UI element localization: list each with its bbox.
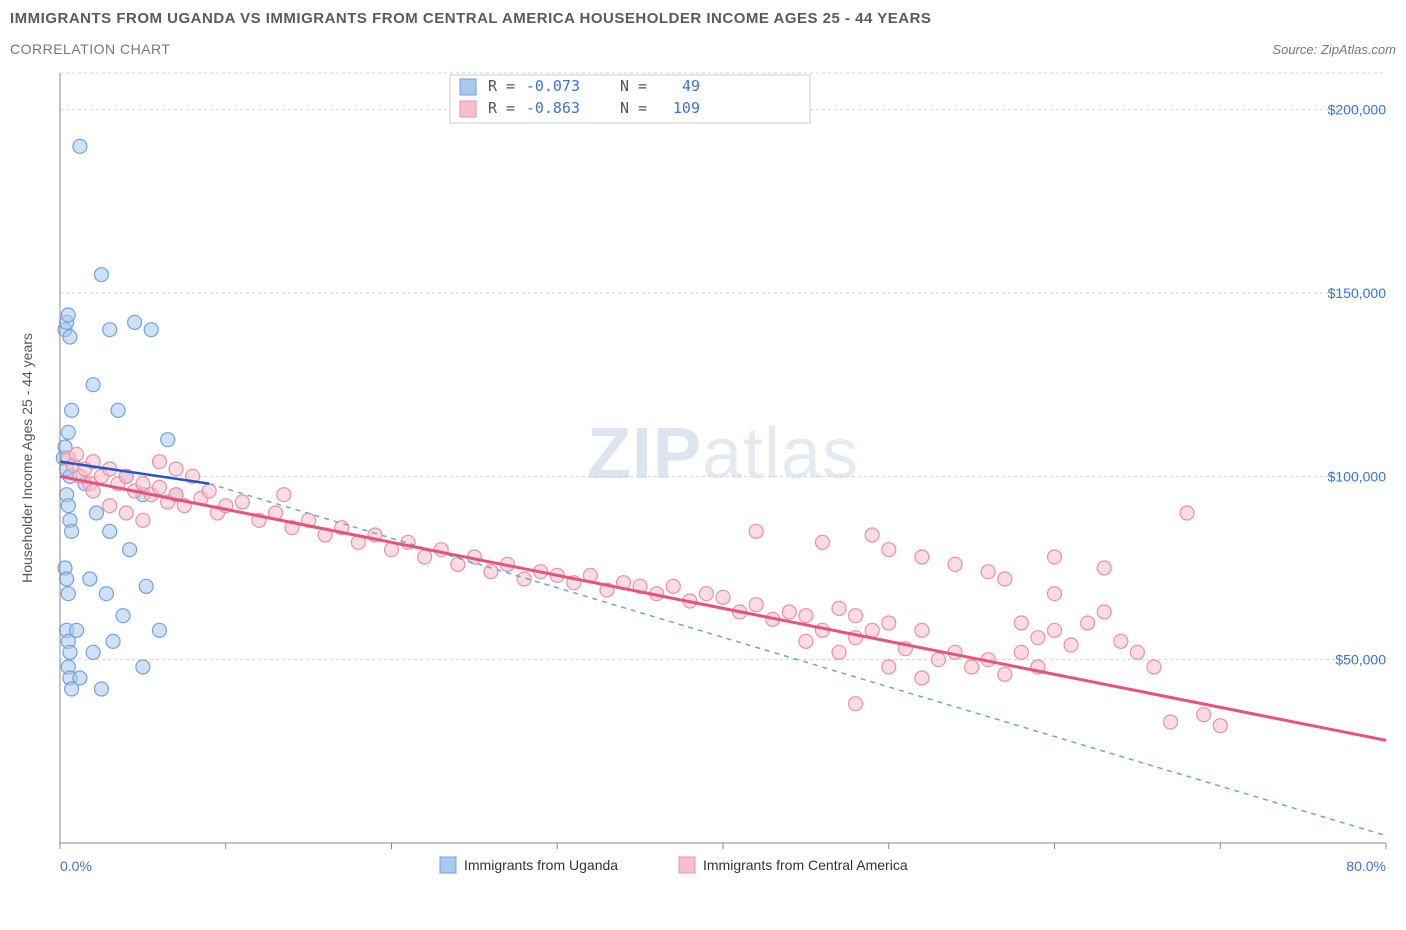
correlation-chart: $50,000 $100,000 $150,000 $200,000 ZIPatlas 0… (10, 63, 1396, 903)
svg-text:R =: R = (488, 99, 515, 117)
svg-text:49: 49 (682, 77, 700, 95)
chart-svg: $50,000 $100,000 $150,000 $200,000 ZIPatlas 0… (10, 63, 1396, 903)
subtitle-row: CORRELATION CHART Source: ZipAtlas.com (10, 41, 1396, 57)
chart-header: IMMIGRANTS FROM UGANDA VS IMMIGRANTS FRO… (10, 10, 1396, 57)
svg-text:Householder Income Ages 25 - 4: Householder Income Ages 25 - 44 years (19, 333, 35, 583)
chart-title: IMMIGRANTS FROM UGANDA VS IMMIGRANTS FRO… (10, 10, 1396, 27)
svg-text:N =: N = (620, 99, 647, 117)
svg-text:N =: N = (620, 77, 647, 95)
svg-text:$200,000: $200,000 (1328, 102, 1387, 118)
source-name: ZipAtlas.com (1321, 42, 1396, 57)
source-attribution: Source: ZipAtlas.com (1272, 42, 1396, 57)
svg-text:-0.073: -0.073 (526, 77, 580, 95)
svg-text:$50,000: $50,000 (1335, 652, 1386, 668)
svg-text:109: 109 (673, 99, 700, 117)
svg-text:R =: R = (488, 77, 515, 95)
svg-text:80.0%: 80.0% (1346, 858, 1386, 874)
svg-text:$100,000: $100,000 (1328, 468, 1387, 484)
svg-text:$150,000: $150,000 (1328, 285, 1387, 301)
svg-text:0.0%: 0.0% (60, 858, 92, 874)
svg-text:ZIPatlas: ZIPatlas (587, 414, 859, 494)
svg-text:Immigrants from Central Americ: Immigrants from Central America (703, 857, 908, 873)
chart-subtitle: CORRELATION CHART (10, 41, 170, 57)
svg-text:-0.863: -0.863 (526, 99, 580, 117)
svg-text:Immigrants from Uganda: Immigrants from Uganda (464, 857, 618, 873)
source-label: Source: (1272, 42, 1317, 57)
